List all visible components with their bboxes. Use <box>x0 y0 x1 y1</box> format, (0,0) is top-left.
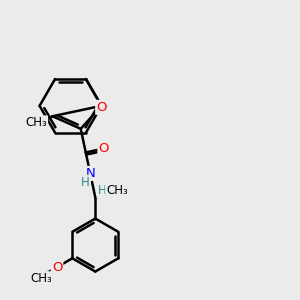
Text: CH₃: CH₃ <box>26 116 47 129</box>
Text: O: O <box>52 261 62 274</box>
Text: H: H <box>98 184 106 197</box>
Text: O: O <box>96 101 107 114</box>
Text: O: O <box>98 142 109 155</box>
Text: CH₃: CH₃ <box>106 184 128 196</box>
Text: N: N <box>85 167 95 180</box>
Text: CH₃: CH₃ <box>30 272 52 285</box>
Text: H: H <box>81 176 90 189</box>
